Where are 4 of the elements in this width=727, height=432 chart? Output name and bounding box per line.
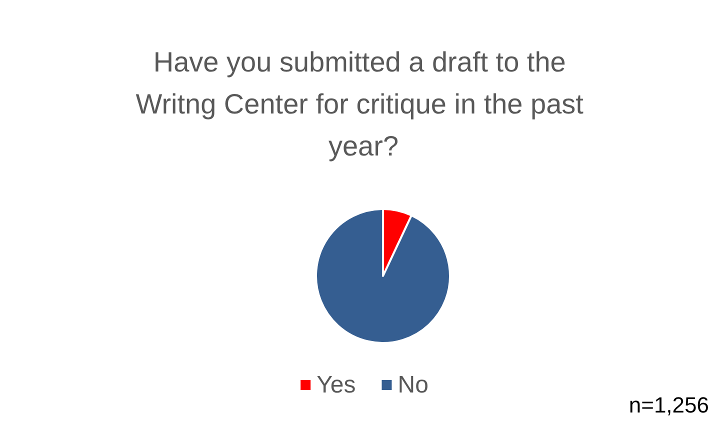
chart-title: Have you submitted a draft to the Writng Center for critique in the past year?: [136, 46, 592, 162]
legend-label: Yes: [316, 372, 356, 398]
text: n=1,256: [628, 392, 710, 418]
legend-label: No: [398, 372, 428, 398]
